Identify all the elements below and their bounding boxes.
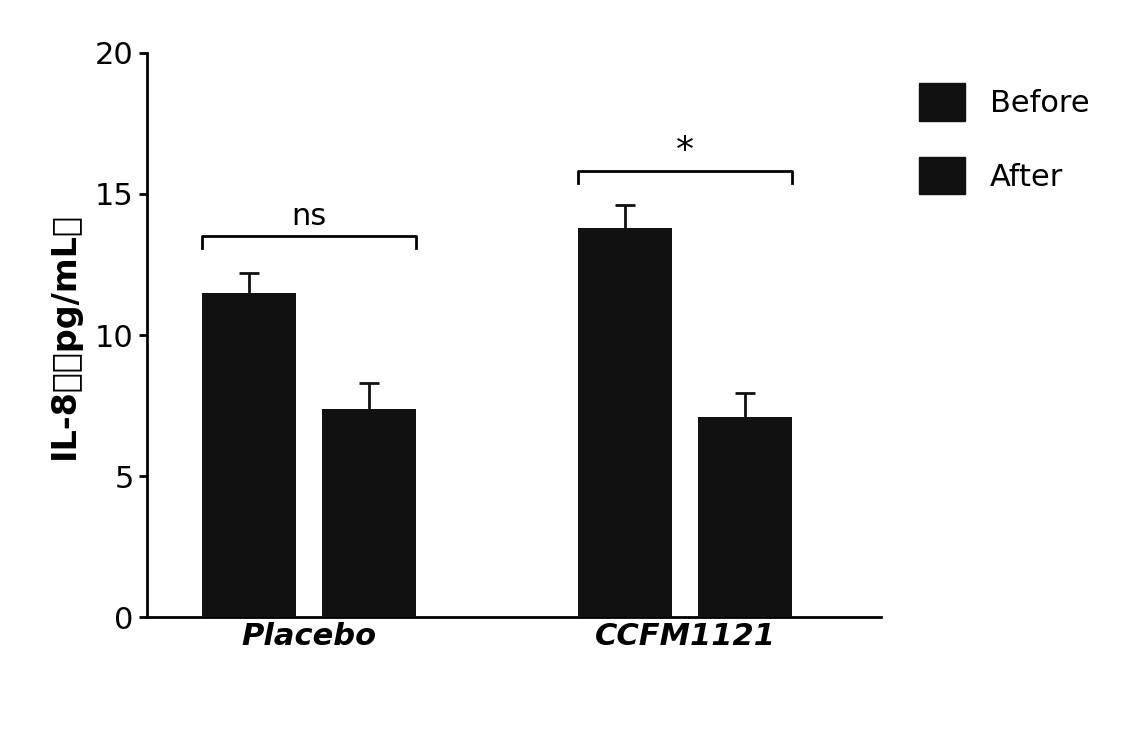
Text: ns: ns: [292, 202, 327, 230]
Y-axis label: IL-8量（pg/mL）: IL-8量（pg/mL）: [49, 212, 81, 459]
Text: *: *: [676, 135, 694, 169]
Legend: Before, After: Before, After: [904, 68, 1104, 210]
Bar: [579, 227, 672, 617]
Bar: [697, 417, 792, 617]
Bar: [202, 293, 296, 617]
Bar: [322, 408, 416, 617]
